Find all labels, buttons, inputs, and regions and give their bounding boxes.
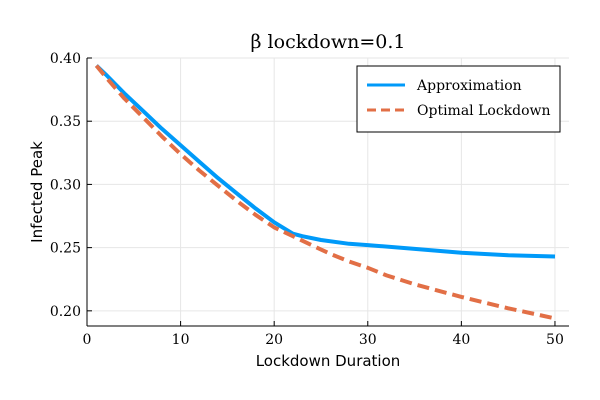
y-axis-label: Infected Peak xyxy=(28,141,46,243)
chart-title: β lockdown=0.1 xyxy=(251,31,406,53)
y-tick-label: 0.40 xyxy=(50,51,81,67)
x-tick-label: 30 xyxy=(359,332,377,348)
y-tick-label: 0.35 xyxy=(50,114,81,130)
x-tick-label: 20 xyxy=(265,332,283,348)
legend-label-approximation: Approximation xyxy=(416,78,522,94)
tick-labels: 0 10 20 30 40 50 0.20 0.25 0.30 0.35 0.40 xyxy=(50,51,564,348)
y-tick-label: 0.30 xyxy=(50,177,81,193)
y-tick-label: 0.25 xyxy=(50,241,81,257)
series-line-optimal-lockdown xyxy=(94,64,556,321)
x-tick-label: 50 xyxy=(546,332,564,348)
series-line-approximation xyxy=(95,64,556,259)
y-tick-label: 0.20 xyxy=(50,304,81,320)
series-lines xyxy=(94,64,556,321)
legend-box xyxy=(356,65,561,133)
x-tick-label: 0 xyxy=(83,332,92,348)
x-tick-label: 40 xyxy=(452,332,470,348)
legend-label-optimal-lockdown: Optimal Lockdown xyxy=(417,103,551,119)
x-axis-label: Lockdown Duration xyxy=(256,352,401,370)
x-tick-label: 10 xyxy=(172,332,190,348)
legend: Approximation Optimal Lockdown xyxy=(356,65,561,133)
axes xyxy=(86,57,569,327)
